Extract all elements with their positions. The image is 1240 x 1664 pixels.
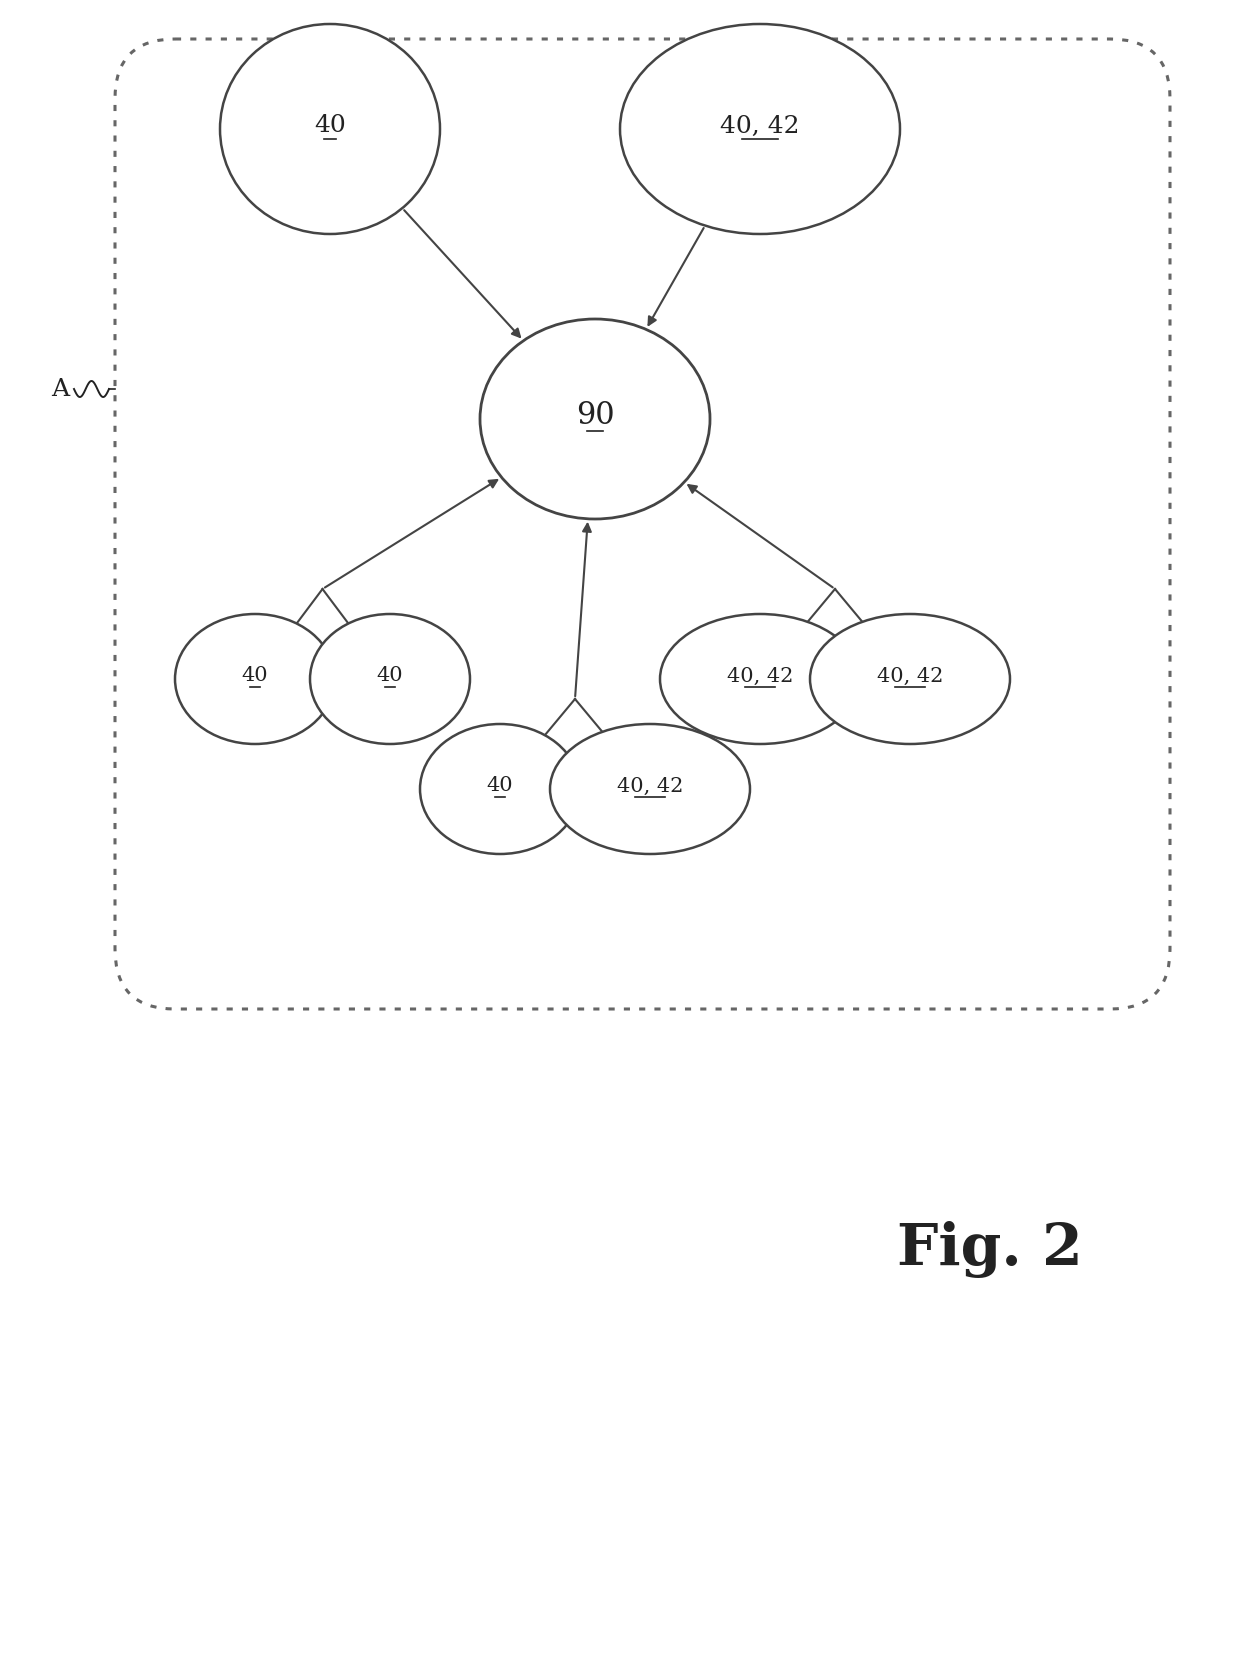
Text: 40, 42: 40, 42 (616, 775, 683, 795)
Text: 40, 42: 40, 42 (720, 115, 800, 138)
Ellipse shape (420, 724, 580, 855)
Text: 40, 42: 40, 42 (877, 666, 944, 686)
Ellipse shape (219, 25, 440, 235)
Ellipse shape (660, 614, 861, 744)
Ellipse shape (620, 25, 900, 235)
Text: 40: 40 (377, 666, 403, 686)
Text: 40, 42: 40, 42 (727, 666, 794, 686)
Ellipse shape (175, 614, 335, 744)
Text: 40: 40 (486, 775, 513, 795)
Text: Fig. 2: Fig. 2 (897, 1221, 1083, 1278)
Ellipse shape (551, 724, 750, 855)
Text: A: A (51, 378, 69, 401)
Text: 90: 90 (575, 401, 614, 431)
Text: 40: 40 (314, 115, 346, 138)
Ellipse shape (810, 614, 1011, 744)
FancyBboxPatch shape (115, 40, 1171, 1010)
Ellipse shape (480, 319, 711, 519)
Ellipse shape (310, 614, 470, 744)
Text: 40: 40 (242, 666, 268, 686)
